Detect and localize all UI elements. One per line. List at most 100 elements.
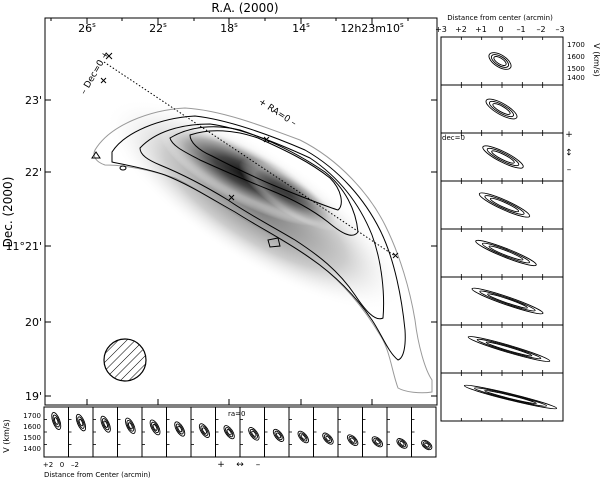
pv-contour <box>77 416 85 429</box>
svg-text:1600: 1600 <box>23 423 41 431</box>
svg-text:+: + <box>217 460 225 470</box>
bottom-pv-panel <box>92 406 118 458</box>
pv-contour <box>100 415 111 433</box>
svg-text:22s: 22s <box>149 21 167 35</box>
left-axis-title: Dec. (2000) <box>1 177 15 248</box>
contour-3 <box>169 126 359 236</box>
right-pv-panel <box>440 132 564 182</box>
pv-contour <box>350 437 356 443</box>
pv-contour <box>248 427 260 441</box>
bottom-pv-panel <box>313 406 339 458</box>
bottom-pv-panel <box>337 406 363 458</box>
pv-contour <box>467 336 551 362</box>
pv-contour <box>75 413 87 432</box>
contour-blob-1 <box>91 151 101 159</box>
bottom-pv-panel <box>166 406 192 458</box>
bottom-pv-panel <box>362 406 388 458</box>
pv-contour <box>471 287 544 315</box>
svg-text:0: 0 <box>498 25 503 34</box>
svg-text:22': 22' <box>25 166 42 179</box>
left-axis-tick-labels: 23' 22' 11°21' 20' 19' <box>5 94 42 403</box>
svg-text:1700: 1700 <box>23 412 41 420</box>
right-pv-panel <box>440 228 564 278</box>
pv-contour <box>463 384 558 410</box>
right-pv-panels: Distance from center (arcmin) +3 +2 +1 0… <box>435 14 600 422</box>
contour-blob-2 <box>119 165 127 171</box>
svg-text:–2: –2 <box>536 25 545 34</box>
right-panels-y-ticks: 1700 1600 1500 1400 <box>567 41 585 82</box>
top-axis-tick-labels: 26s 22s 18s 14s 12h23m10s <box>78 21 404 35</box>
pv-contour <box>424 442 430 448</box>
pv-contour <box>371 436 384 448</box>
contour-blob-3 <box>267 237 281 248</box>
svg-text:+: + <box>565 130 573 140</box>
galaxy-emission <box>91 52 433 394</box>
pv-contour <box>322 432 334 445</box>
bottom-pv-panel <box>386 406 412 458</box>
svg-text:0: 0 <box>60 461 64 469</box>
pv-contour <box>397 439 407 448</box>
bottom-pv-panel <box>190 406 216 458</box>
right-pv-panel <box>440 276 564 326</box>
pv-contour <box>53 417 59 425</box>
pv-contour <box>396 438 408 449</box>
pv-contour <box>225 427 234 438</box>
pv-contour <box>223 425 235 440</box>
bottom-panel-row <box>43 406 437 458</box>
pv-contour <box>201 427 207 434</box>
right-panel-dec-label: dec=0 <box>442 134 465 142</box>
right-side-marks: + ↔ – <box>563 130 573 175</box>
pv-contour <box>174 421 186 437</box>
pv-contour <box>325 435 331 442</box>
pv-contour <box>101 418 110 431</box>
pv-contour <box>484 195 525 215</box>
svg-text:26s: 26s <box>78 21 96 35</box>
right-pv-panel <box>440 180 564 230</box>
pv-contour <box>474 387 547 407</box>
pv-contour <box>198 423 210 438</box>
svg-text:23': 23' <box>25 94 42 107</box>
major-axis-line <box>103 61 396 257</box>
pv-contour <box>346 434 359 446</box>
bottom-pv-panel <box>43 406 69 458</box>
bottom-pv-panel <box>68 406 94 458</box>
svg-text:1400: 1400 <box>567 74 585 82</box>
bottom-pv-panel <box>288 406 314 458</box>
pv-contour <box>489 197 520 213</box>
pv-contour <box>151 421 159 434</box>
pv-contour <box>493 56 507 66</box>
pv-contour <box>52 414 60 428</box>
bottom-pv-panels: V (km/s) 1700 1600 1500 1400 +2 0 –2 Dis… <box>2 406 437 479</box>
svg-text:1700: 1700 <box>567 41 585 49</box>
pv-contour <box>374 439 380 445</box>
main-map: – Dec=0 + + RA=0 – R.A. (2000) 26s 22s 1… <box>1 1 438 406</box>
right-panels-y-label: V (km/s) <box>592 43 600 77</box>
pv-contour <box>488 245 524 261</box>
pv-contour <box>490 54 510 68</box>
pv-contour <box>421 439 433 451</box>
right-pv-panel <box>440 324 564 374</box>
svg-text:+3: +3 <box>435 25 447 34</box>
svg-text:–1: –1 <box>516 25 525 34</box>
contour-outer <box>93 107 433 394</box>
pv-contour <box>485 341 533 357</box>
pv-contour <box>149 419 161 436</box>
right-pv-panel <box>440 372 564 422</box>
bottom-pv-panel <box>411 406 437 458</box>
pv-contour <box>127 422 133 430</box>
bottom-panels-x-ticks: +2 0 –2 <box>43 461 79 469</box>
pv-contour <box>399 440 405 446</box>
pv-contour <box>200 425 209 436</box>
svg-text:–2: –2 <box>71 461 79 469</box>
top-axis-ticks <box>50 18 409 405</box>
pv-contour <box>373 437 382 446</box>
pv-contour <box>103 420 108 428</box>
svg-text:1500: 1500 <box>567 65 585 73</box>
pv-contour <box>226 429 232 436</box>
pv-contour <box>476 338 542 360</box>
pv-contour <box>492 103 511 115</box>
pv-contour <box>78 418 84 427</box>
contour-4 <box>189 130 342 211</box>
pv-contour <box>152 423 158 431</box>
